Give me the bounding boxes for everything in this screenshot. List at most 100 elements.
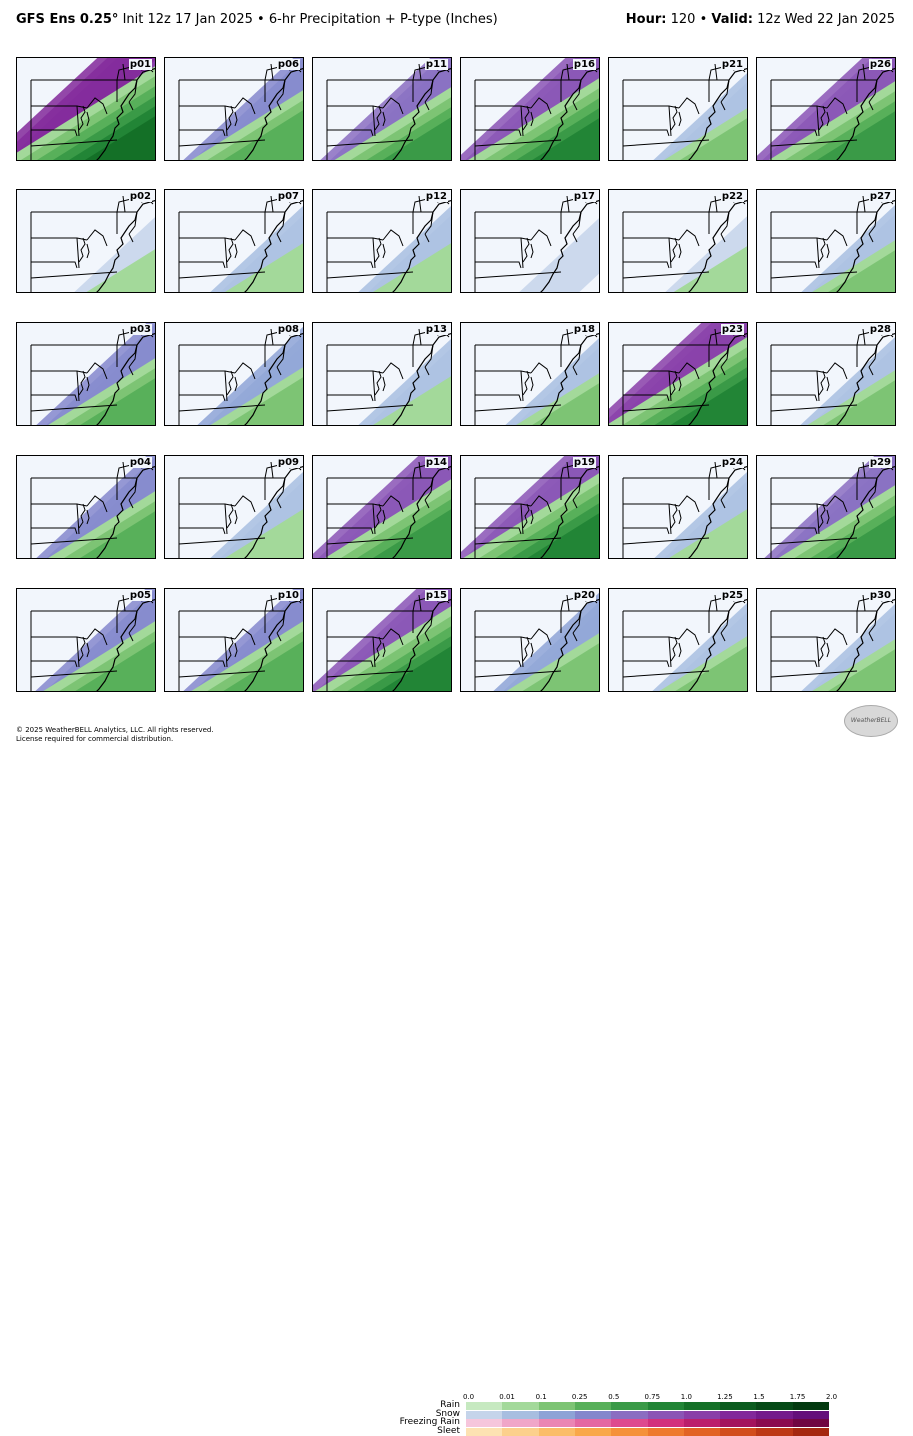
state-boundary bbox=[771, 660, 818, 668]
ensemble-panel-grid: p01 p06 p11 p16 p21 p26 p02 p07 p12 p17 p22 p27 p03 p… bbox=[16, 57, 896, 692]
legend-tick: 0.5 bbox=[608, 1393, 620, 1401]
member-panel-p10: p10 bbox=[164, 588, 304, 692]
member-label: p22 bbox=[720, 191, 744, 202]
weatherbell-logo: WeatherBELL bbox=[844, 705, 898, 737]
member-panel-p03: p03 bbox=[16, 322, 156, 426]
state-boundary bbox=[326, 537, 414, 545]
state-boundary bbox=[771, 237, 828, 241]
state-boundary bbox=[826, 97, 848, 115]
copyright-line-1: © 2025 WeatherBELL Analytics, LLC. All r… bbox=[16, 726, 214, 734]
coastline bbox=[96, 67, 155, 160]
state-boundary bbox=[31, 394, 78, 402]
legend-swatch bbox=[574, 1402, 612, 1410]
member-panel-p22: p22 bbox=[608, 189, 748, 293]
chesapeake-bay bbox=[78, 237, 90, 263]
state-boundary bbox=[327, 261, 374, 269]
state-boundary bbox=[771, 527, 818, 535]
state-boundary bbox=[678, 628, 700, 646]
coastline bbox=[540, 598, 599, 691]
state-boundary bbox=[475, 636, 532, 640]
rain-area bbox=[223, 641, 303, 691]
state-boundary bbox=[276, 366, 282, 376]
member-panel-p15: p15 bbox=[312, 588, 452, 692]
legend-swatch bbox=[502, 1410, 540, 1419]
member-label: p01 bbox=[128, 59, 152, 70]
state-boundary bbox=[868, 233, 874, 243]
member-map-p15 bbox=[313, 589, 451, 691]
coastline bbox=[540, 199, 599, 292]
state-boundary bbox=[770, 404, 858, 412]
member-map-p19 bbox=[461, 456, 599, 558]
legend-swatch bbox=[720, 1402, 757, 1410]
state-boundary bbox=[678, 495, 700, 513]
state-boundary bbox=[31, 129, 78, 137]
state-boundary bbox=[474, 670, 562, 678]
member-panel-p30: p30 bbox=[756, 588, 896, 692]
member-label: p11 bbox=[424, 59, 448, 70]
state-boundary bbox=[816, 237, 820, 269]
state-boundary bbox=[86, 495, 108, 513]
chesapeake-bay bbox=[226, 503, 238, 529]
snow-band bbox=[35, 589, 155, 691]
coastline bbox=[540, 67, 599, 160]
chesapeake-bay bbox=[670, 237, 682, 263]
coastline bbox=[96, 199, 155, 292]
member-panel-p28: p28 bbox=[756, 322, 896, 426]
coastline bbox=[836, 199, 895, 292]
state-boundary bbox=[224, 503, 228, 535]
legend-swatch bbox=[538, 1402, 576, 1410]
state-boundary bbox=[868, 632, 874, 642]
coastline bbox=[836, 67, 895, 160]
snow-band bbox=[320, 58, 451, 160]
state-boundary bbox=[326, 271, 414, 279]
state-boundary bbox=[668, 370, 672, 402]
member-label: p13 bbox=[424, 324, 448, 335]
snow-band bbox=[461, 58, 599, 160]
member-map-p01 bbox=[17, 58, 155, 160]
state-boundary bbox=[572, 366, 578, 376]
state-boundary bbox=[816, 503, 820, 535]
state-boundary bbox=[668, 105, 672, 137]
member-label: p09 bbox=[276, 457, 300, 468]
legend-tick: 1.75 bbox=[789, 1393, 806, 1401]
state-boundary bbox=[270, 461, 274, 479]
state-boundary bbox=[372, 636, 376, 668]
member-map-p21 bbox=[622, 61, 747, 160]
snow-band bbox=[313, 456, 451, 558]
member-map-p28 bbox=[770, 326, 895, 425]
legend-tick: 0.75 bbox=[644, 1393, 661, 1401]
chesapeake-bay bbox=[78, 503, 90, 529]
state-boundary bbox=[678, 362, 700, 380]
snow-band bbox=[757, 58, 895, 160]
state-boundary bbox=[474, 271, 562, 279]
state-boundary bbox=[530, 229, 552, 247]
member-map-p25 bbox=[622, 592, 747, 691]
chesapeake-bay bbox=[522, 237, 534, 263]
state-boundary bbox=[128, 499, 134, 509]
legend-swatch bbox=[574, 1419, 612, 1427]
legend-swatch bbox=[611, 1410, 648, 1419]
snow-band bbox=[183, 589, 303, 691]
rain-area bbox=[372, 243, 451, 292]
legend-swatch bbox=[792, 1419, 830, 1427]
state-boundary bbox=[276, 101, 282, 111]
legend-row bbox=[466, 1419, 830, 1427]
member-label: p24 bbox=[720, 457, 744, 468]
state-boundary bbox=[76, 503, 80, 535]
state-boundary bbox=[623, 261, 670, 269]
state-boundary bbox=[826, 229, 848, 247]
chesapeake-bay bbox=[78, 636, 90, 662]
state-boundary bbox=[179, 636, 236, 640]
member-map-p04 bbox=[30, 456, 155, 558]
member-panel-p14: p14 bbox=[312, 455, 452, 559]
state-boundary bbox=[179, 527, 226, 535]
state-boundary bbox=[623, 105, 680, 109]
state-boundary bbox=[234, 362, 256, 380]
state-boundary bbox=[234, 495, 256, 513]
legend-swatch bbox=[792, 1410, 830, 1419]
state-boundary bbox=[418, 195, 422, 213]
valid-label: Valid: bbox=[711, 12, 753, 27]
state-boundary bbox=[30, 271, 118, 279]
member-panel-p29: p29 bbox=[756, 455, 896, 559]
member-map-p14 bbox=[313, 456, 451, 558]
